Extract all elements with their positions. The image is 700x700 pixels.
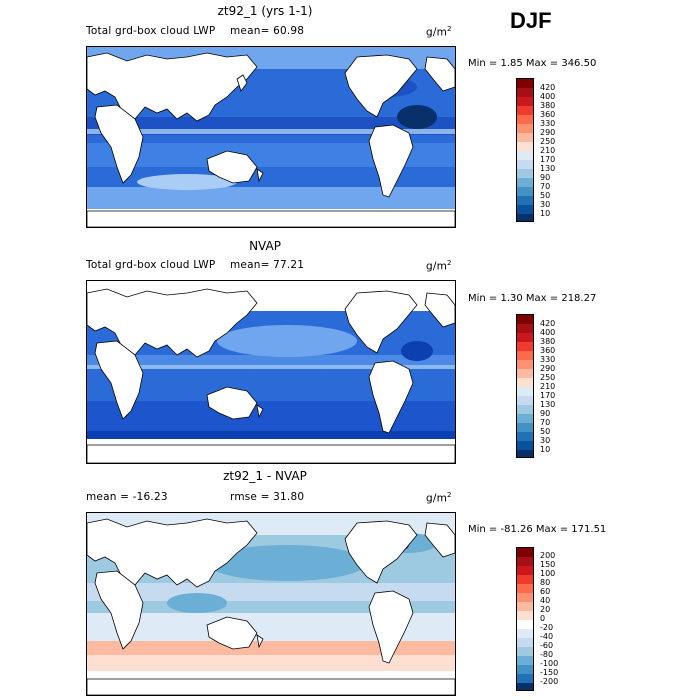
panel1-cb-label: 330 [540,119,556,128]
panel2-cb-label: 30 [540,436,551,445]
panel2-map-svg [87,281,455,463]
panel3-map-svg [87,513,455,695]
panel1-map-svg [87,47,455,227]
panel2-cb-label: 130 [540,400,556,409]
panel3-cb-label: -40 [540,632,554,641]
panel3-cb-label: -20 [540,623,554,632]
panel1-mean-label: mean= 60.98 [230,25,305,37]
panel3-colorbar [516,547,534,691]
panel3-minmax: Min = -81.26 Max = 171.51 [468,524,607,535]
panel1-cb-label: 30 [540,200,551,209]
panel1-map [86,46,456,228]
panel3-mean-label: mean = -16.23 [86,491,168,503]
panel3-unit: g/m2 [426,491,452,505]
panel2-unit: g/m2 [426,259,452,273]
panel1-cb-label: 420 [540,83,556,92]
panel3-cb-label: -80 [540,650,554,659]
season-label: DJF [510,8,552,33]
panel2-cb-label: 10 [540,445,551,454]
panel1-unit: g/m2 [426,25,452,39]
panel3-cb-label: 200 [540,551,556,560]
panel3-cb-label: -200 [540,677,559,686]
panel2-title: NVAP [249,239,281,253]
panel3-cb-label: 60 [540,587,551,596]
panel2-cb-label: 170 [540,391,556,400]
panel3-cb-label: -60 [540,641,554,650]
panel1-cb-label: 50 [540,191,551,200]
panel3-cb-label: 100 [540,569,556,578]
panel1-cb-label: 290 [540,128,556,137]
panel1-cb-label: 70 [540,182,551,191]
panel1-cb-label: 250 [540,137,556,146]
panel2-cb-label: 420 [540,319,556,328]
panel2-cb-label: 90 [540,409,551,418]
panel3-cb-label: 80 [540,578,551,587]
panel2-cb-label: 250 [540,373,556,382]
panel2-field-label: Total grd-box cloud LWP [86,259,216,271]
panel2-colorbar [516,314,534,458]
panel1-colorbar [516,78,534,222]
panel1-cb-label: 10 [540,209,551,218]
panel2-cb-label: 360 [540,346,556,355]
panel1-cb-label: 360 [540,110,556,119]
panel1-minmax: Min = 1.85 Max = 346.50 [468,58,597,69]
panel3-cb-label: -150 [540,668,559,677]
panel2-mean-label: mean= 77.21 [230,259,305,271]
panel3-cb-label: 150 [540,560,556,569]
panel2-minmax: Min = 1.30 Max = 218.27 [468,293,597,304]
panel2-cb-label: 380 [540,337,556,346]
panel2-cb-label: 400 [540,328,556,337]
panel2-cb-label: 210 [540,382,556,391]
panel3-rmse-label: rmse = 31.80 [230,491,305,503]
panel3-cb-label: 40 [540,596,551,605]
panel3-cb-label: -100 [540,659,559,668]
panel1-field-label: Total grd-box cloud LWP [86,25,216,37]
panel1-continents [87,52,455,227]
panel1-cb-label: 90 [540,173,551,182]
panel3-title: zt92_1 - NVAP [223,469,307,483]
panel1-cb-label: 380 [540,101,556,110]
panel1-cb-label: 130 [540,164,556,173]
panel2-cb-label: 70 [540,418,551,427]
panel2-cb-label: 330 [540,355,556,364]
panel2-continents [87,288,455,463]
panel2-cb-label: 50 [540,427,551,436]
panel3-continents [87,518,455,695]
panel2-map [86,280,456,464]
panel3-cb-label: 20 [540,605,551,614]
panel1-cb-label: 210 [540,146,556,155]
panel3-map [86,512,456,696]
panel2-cb-label: 290 [540,364,556,373]
panel1-cb-label: 400 [540,92,556,101]
panel1-title: zt92_1 (yrs 1-1) [217,4,313,18]
panel3-cb-label: 0 [540,614,546,623]
panel1-cb-label: 170 [540,155,556,164]
